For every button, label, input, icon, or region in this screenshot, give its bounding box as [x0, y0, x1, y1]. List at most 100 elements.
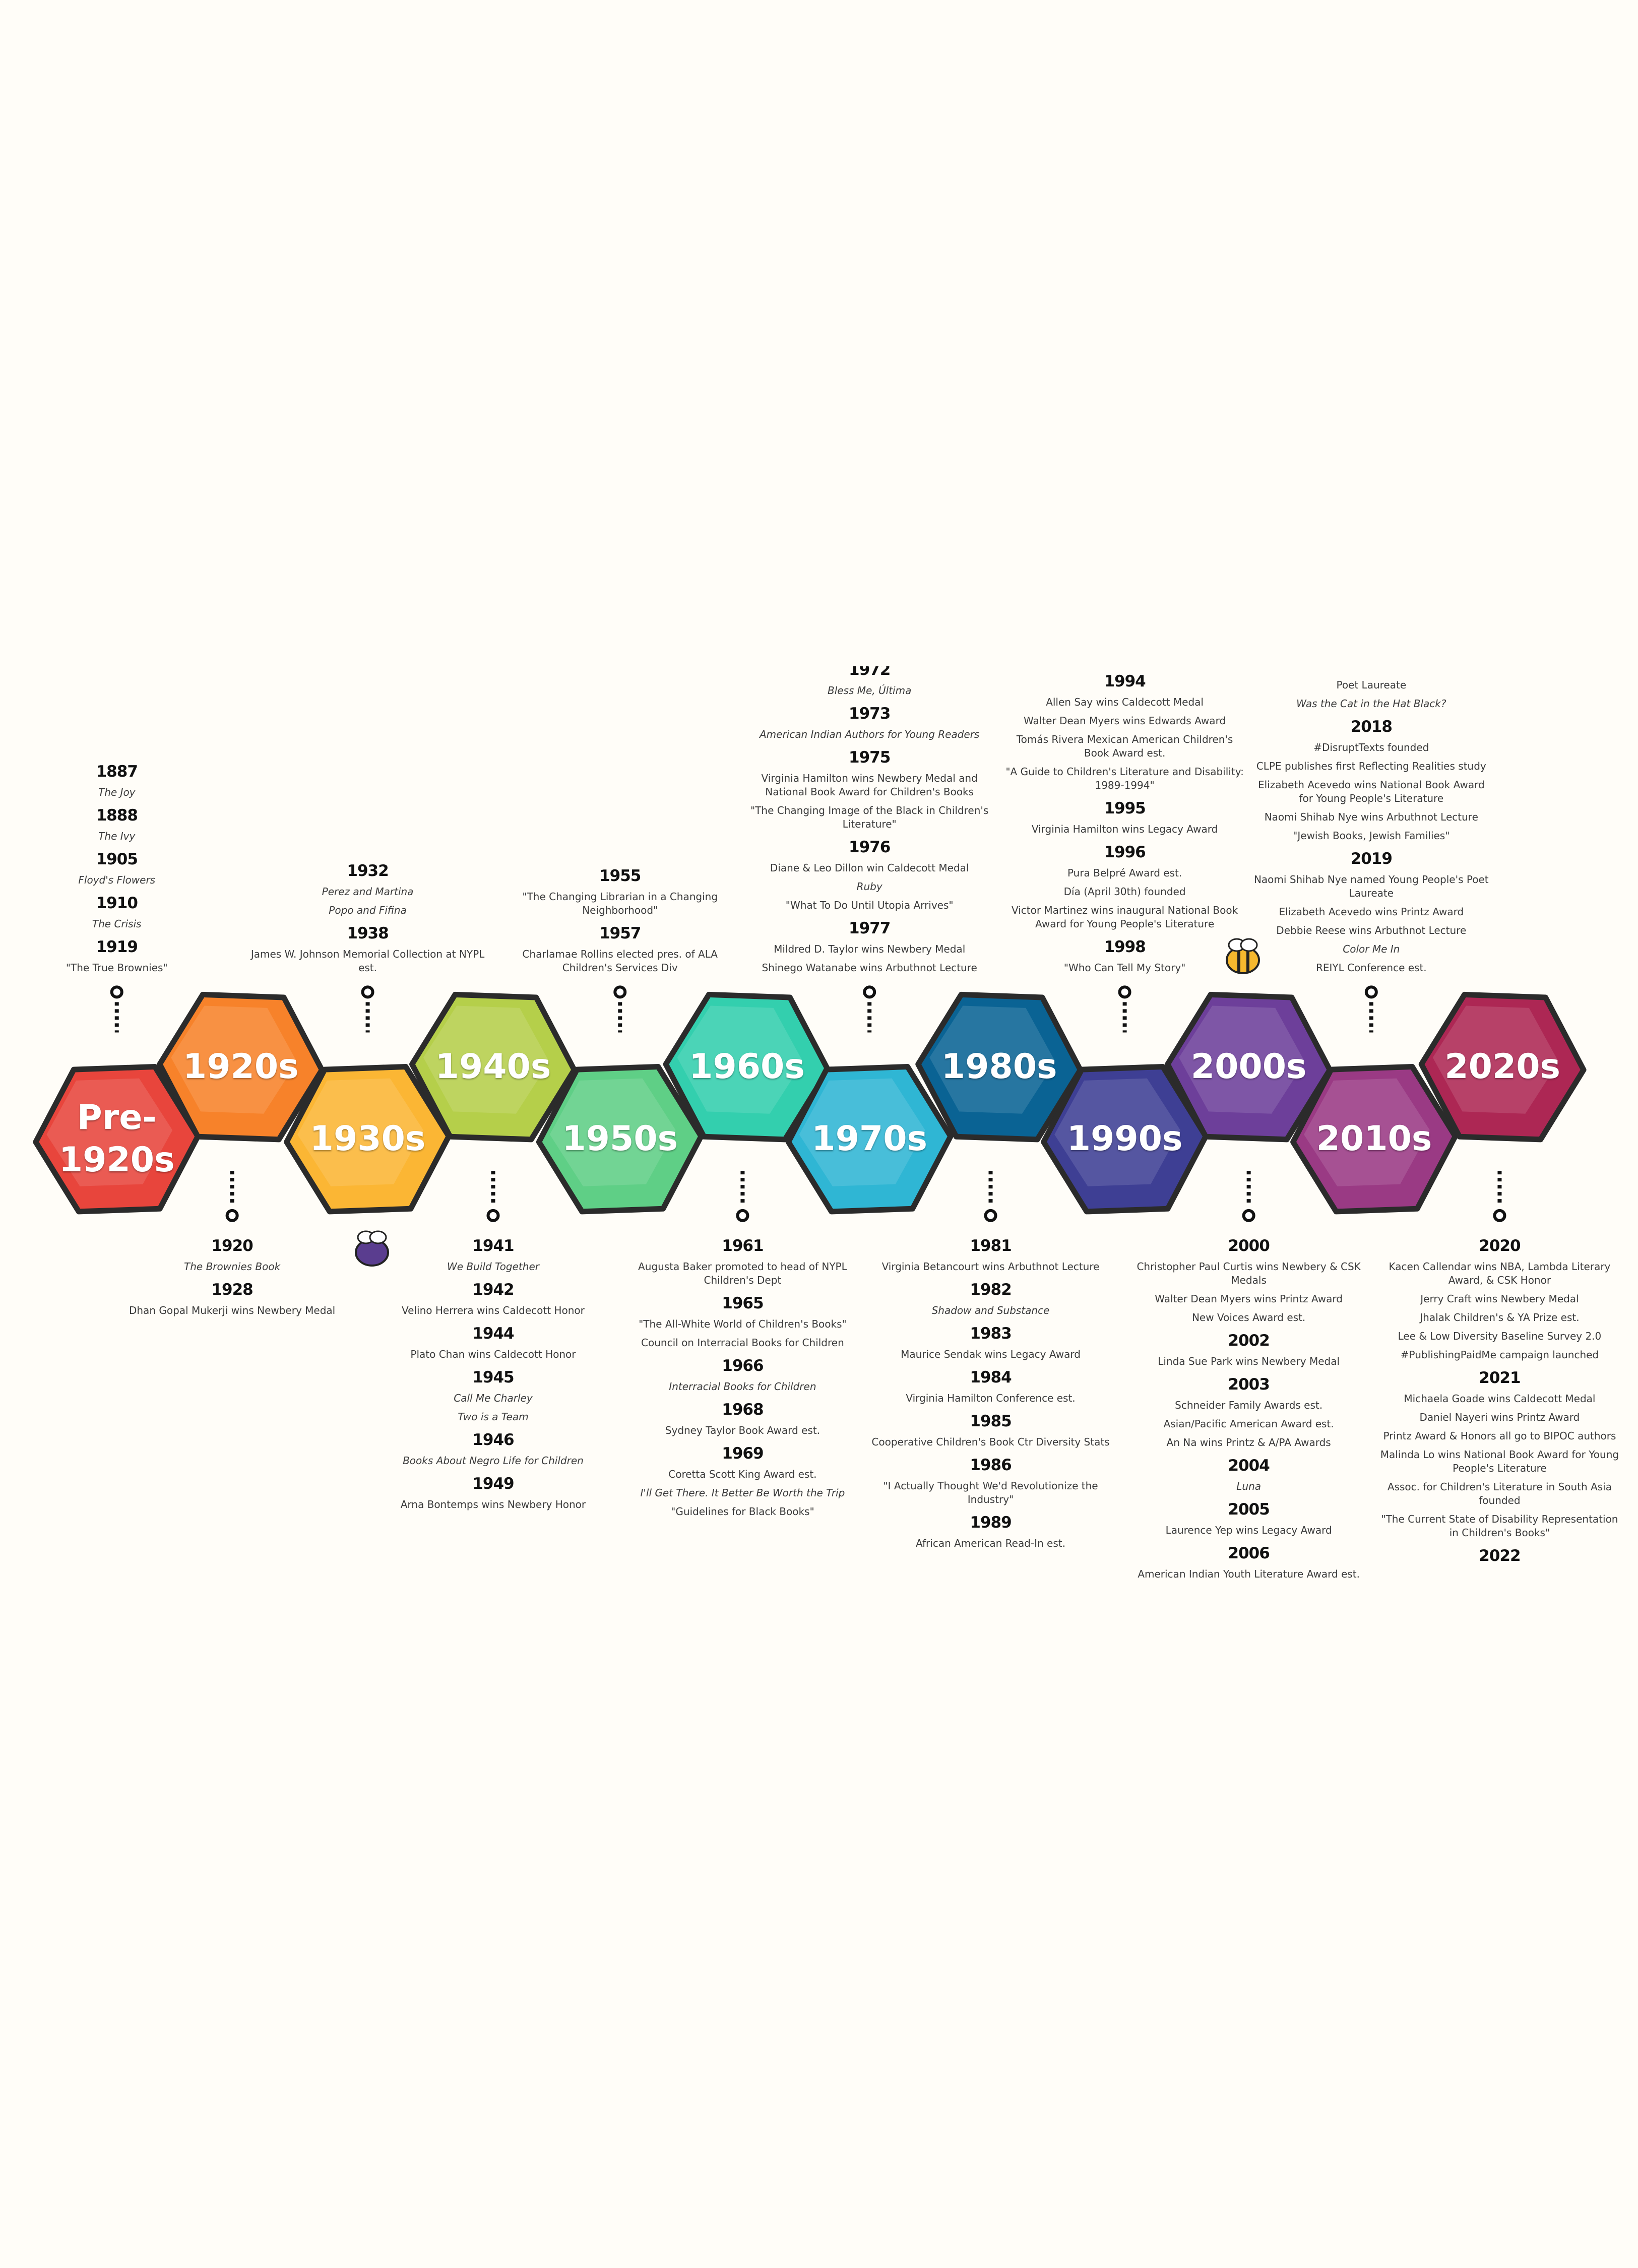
connector-dot	[225, 1209, 239, 1222]
hexagon	[536, 1063, 704, 1215]
event-text: "I Actually Thought We'd Revolutionize t…	[883, 1480, 1098, 1505]
decade-label: 1960s	[689, 1047, 805, 1087]
event-year: 1905	[96, 850, 138, 868]
event-text: Shadow and Substance	[931, 1304, 1050, 1316]
connector-dot	[110, 985, 123, 999]
hexagon	[409, 991, 577, 1143]
hex-gloss	[799, 1078, 925, 1186]
hexagons	[33, 991, 1587, 1215]
event-text: Arna Bontemps wins Newbery Honor	[400, 1498, 586, 1510]
event-year: 1996	[1104, 843, 1146, 861]
event-text: Virginia Hamilton Conference est.	[906, 1392, 1076, 1404]
event-year: 1938	[347, 924, 389, 942]
event-text: "The Current State of Disability Represe…	[1381, 1513, 1618, 1539]
event-text: Two is a Team	[458, 1411, 529, 1423]
hex-shape	[1290, 1063, 1458, 1215]
decade-label: 1980s	[941, 1047, 1057, 1087]
event-text: "Jewish Books, Jewish Families"	[1293, 830, 1450, 842]
hex-gloss	[423, 1005, 549, 1114]
event-year: 1973	[849, 705, 891, 723]
hexagon	[663, 991, 831, 1143]
event-text: Maurice Sendak wins Legacy Award	[901, 1348, 1081, 1360]
hex-gloss	[1304, 1078, 1430, 1186]
event-text: Interracial Books for Children	[669, 1380, 816, 1393]
event-text: "Who Can Tell My Story"	[1063, 962, 1186, 974]
event-text: Dhan Gopal Mukerji wins Newbery Medal	[129, 1304, 336, 1316]
decade-label: 1950s	[562, 1119, 678, 1159]
event-text: Bless Me, Última	[827, 684, 912, 697]
decade-label: 1970s	[811, 1119, 928, 1159]
event-year: 1975	[849, 748, 891, 767]
event-stack: 1981 Virginia Betancourt wins Arbuthnot L…	[870, 1230, 1112, 1550]
event-text: "The Changing Librarian in a Changing Ne…	[522, 891, 718, 916]
event-year: 1977	[849, 919, 891, 937]
event-year: 1887	[96, 763, 138, 781]
event-text: Virginia Hamilton wins Newbery Medal and…	[761, 772, 978, 798]
event-text: I'll Get There. It Better Be Worth the T…	[640, 1487, 845, 1499]
connectors	[110, 985, 1506, 1222]
event-text: Laurence Yep wins Legacy Award	[1165, 1524, 1332, 1536]
event-year: 1955	[599, 867, 641, 885]
event-stack: 1961 Augusta Baker promoted to head of NY…	[621, 1230, 863, 1519]
event-text: James W. Johnson Memorial Collection at …	[250, 948, 485, 974]
event-text: Allen Say wins Caldecott Medal	[1046, 696, 1204, 708]
event-text: #PublishingPaidMe campaign launched	[1400, 1349, 1599, 1361]
event-stack: 1887 The Joy 1888 The Ivy 1905 Floyd's Flower…	[0, 755, 238, 975]
event-text: African American Read-In est.	[916, 1537, 1065, 1549]
hexagon	[284, 1063, 452, 1215]
event-text: Jhalak Children's & YA Prize est.	[1420, 1311, 1580, 1324]
event-year: 1941	[472, 1237, 514, 1255]
event-year: 1983	[970, 1325, 1012, 1343]
event-text: Council on Interracial Books for Childre…	[641, 1337, 844, 1349]
event-text: Elizabeth Acevedo wins Printz Award	[1279, 906, 1464, 918]
event-text: Virginia Betancourt wins Arbuthnot Lectu…	[881, 1261, 1100, 1273]
hex-gloss	[1179, 1005, 1305, 1114]
event-stack: 1932 Perez and Martina Popo and Fifina 1938…	[247, 855, 489, 975]
event-text: Perez and Martina	[322, 886, 414, 898]
event-year: 1888	[96, 806, 138, 825]
hex-shape	[1418, 991, 1587, 1143]
hex-gloss	[1054, 1078, 1181, 1186]
connector-dot	[361, 985, 374, 999]
event-year: 2003	[1228, 1375, 1270, 1394]
hex-gloss	[929, 1005, 1056, 1114]
event-year: 1945	[472, 1368, 514, 1387]
event-year: 1961	[722, 1237, 764, 1255]
hex-gloss	[297, 1078, 423, 1186]
hex-gloss	[677, 1005, 803, 1114]
event-text: Virginia Hamilton wins Legacy Award	[1031, 823, 1218, 835]
event-text: Daniel Nayeri wins Printz Award	[1419, 1411, 1580, 1423]
hexagon	[157, 991, 325, 1143]
event-year: 1986	[970, 1456, 1012, 1474]
event-text: The Joy	[98, 786, 136, 798]
event-year: 2021	[1479, 1369, 1521, 1387]
event-text: We Build Together	[447, 1261, 539, 1273]
event-text: Assoc. for Children's Literature in Sout…	[1387, 1481, 1612, 1506]
event-text: Michaela Goade wins Caldecott Medal	[1404, 1393, 1596, 1405]
event-text: The Crisis	[92, 918, 142, 930]
event-year: 1946	[472, 1431, 514, 1449]
connector-dot	[613, 985, 627, 999]
event-year: 1995	[1104, 799, 1146, 817]
event-text: Velino Herrera wins Caldecott Honor	[402, 1304, 585, 1316]
event-year: 1976	[849, 838, 891, 856]
bee	[1226, 938, 1260, 974]
event-year: 1981	[970, 1237, 1012, 1255]
event-text: Charlamae Rollins elected pres. of ALA C…	[522, 948, 718, 974]
connector-dot	[1242, 1209, 1255, 1222]
event-year: 1919	[96, 938, 138, 956]
event-year: 1932	[347, 862, 389, 880]
event-text: Mildred D. Taylor wins Newbery Medal	[774, 943, 966, 955]
event-text: Printz Award & Honors all go to BIPOC au…	[1383, 1430, 1616, 1442]
connector-dot	[863, 985, 876, 999]
decade-label: 1990s	[1066, 1119, 1183, 1159]
event-text: Debbie Reese wins Arbuthnot Lecture	[1276, 924, 1467, 936]
event-year: 1972	[849, 666, 891, 679]
event-text: Linda Sue Park wins Newbery Medal	[1158, 1355, 1340, 1367]
event-year: 2020	[1479, 1237, 1521, 1255]
event-year: 2019	[1350, 850, 1393, 868]
event-year: 1968	[722, 1401, 764, 1419]
bee	[355, 1230, 389, 1267]
event-year: 1989	[970, 1514, 1012, 1532]
